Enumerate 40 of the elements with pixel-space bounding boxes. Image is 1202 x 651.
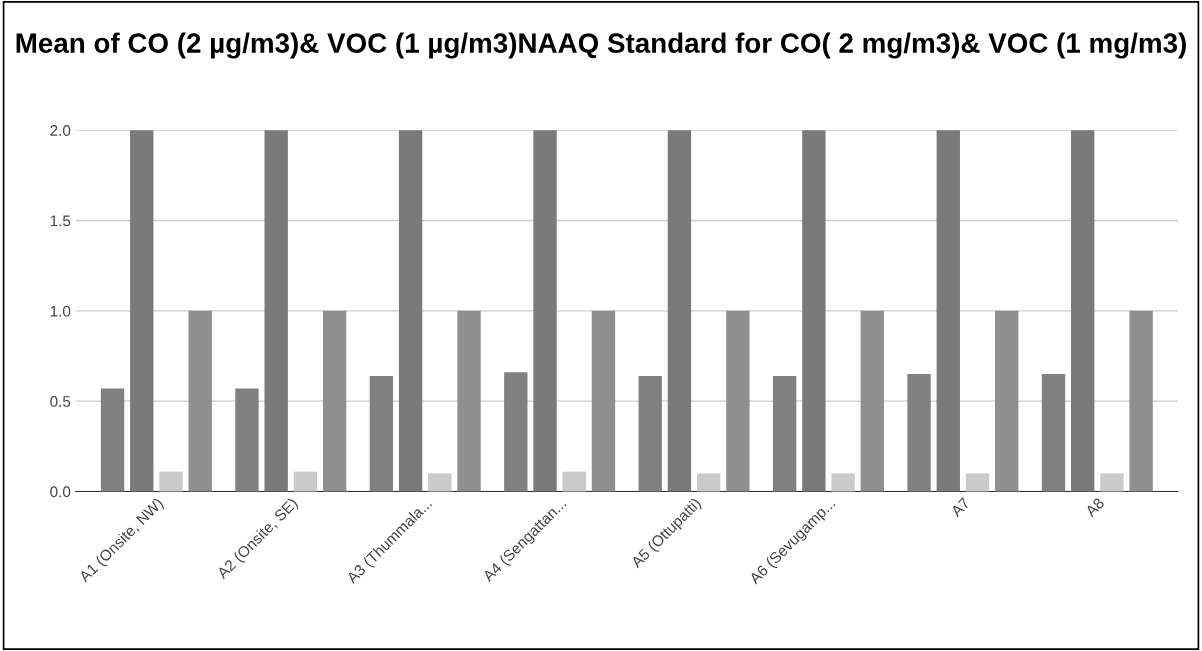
bar — [907, 374, 931, 492]
bar — [1071, 130, 1095, 492]
y-tick-label: 2.0 — [50, 125, 71, 136]
chart-title: Mean of CO (2 µg/m3)& VOC (1 µg/m3)NAAQ Standard for CO( 2 mg/m3)& VOC (1 mg/m3) — [16, 32, 1186, 59]
bar — [504, 372, 528, 492]
bar — [130, 130, 154, 492]
y-tick-label: 0.0 — [50, 486, 71, 498]
bar — [562, 471, 586, 492]
bar — [1129, 310, 1153, 492]
bar — [726, 310, 750, 492]
y-tick-label: 1.0 — [50, 305, 71, 317]
bar — [860, 310, 884, 492]
bar — [264, 130, 288, 492]
bar — [533, 130, 557, 492]
bar — [638, 375, 662, 492]
bar — [802, 130, 826, 492]
bar — [235, 388, 259, 492]
bar — [188, 310, 212, 492]
bar — [1100, 473, 1124, 492]
bar — [428, 473, 452, 492]
bar — [667, 130, 692, 492]
bar — [965, 473, 990, 492]
bar — [293, 471, 318, 492]
bar — [831, 473, 855, 492]
bar — [457, 310, 481, 492]
y-tick-label: 1.5 — [50, 215, 71, 227]
bar — [1041, 374, 1066, 492]
x-tick-label: A8 — [1084, 497, 1105, 518]
bar — [159, 471, 183, 492]
bar — [322, 310, 347, 492]
bar — [936, 130, 960, 492]
bar — [398, 130, 423, 492]
x-tick-label: A7 — [950, 497, 971, 518]
bar — [696, 473, 721, 492]
bar — [100, 388, 125, 492]
bar — [995, 310, 1019, 492]
bar — [369, 375, 394, 492]
bar — [772, 375, 797, 492]
y-tick-label: 0.5 — [50, 396, 71, 407]
bar — [591, 310, 616, 492]
